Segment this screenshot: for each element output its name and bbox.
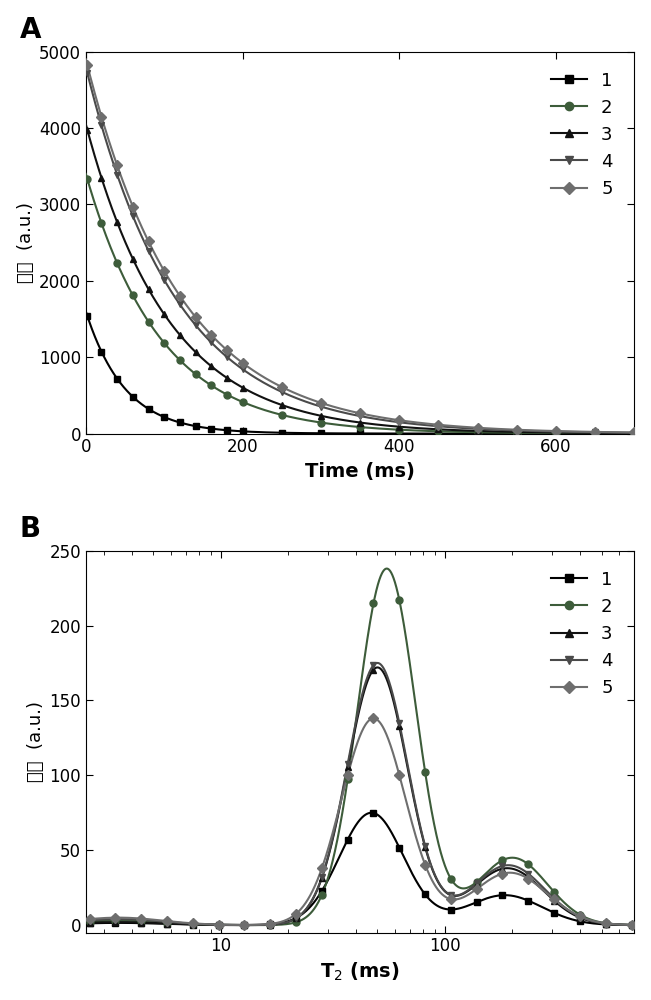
Legend: 1, 2, 3, 4, 5: 1, 2, 3, 4, 5 [544, 65, 620, 205]
X-axis label: T$_2$ (ms): T$_2$ (ms) [320, 961, 400, 983]
Text: A: A [20, 16, 42, 44]
Text: B: B [20, 515, 41, 543]
Legend: 1, 2, 3, 4, 5: 1, 2, 3, 4, 5 [544, 564, 620, 704]
Y-axis label: 振幅  (a.u.): 振幅 (a.u.) [17, 202, 35, 283]
X-axis label: Time (ms): Time (ms) [305, 462, 415, 481]
Y-axis label: 振幅  (a.u.): 振幅 (a.u.) [27, 701, 45, 782]
